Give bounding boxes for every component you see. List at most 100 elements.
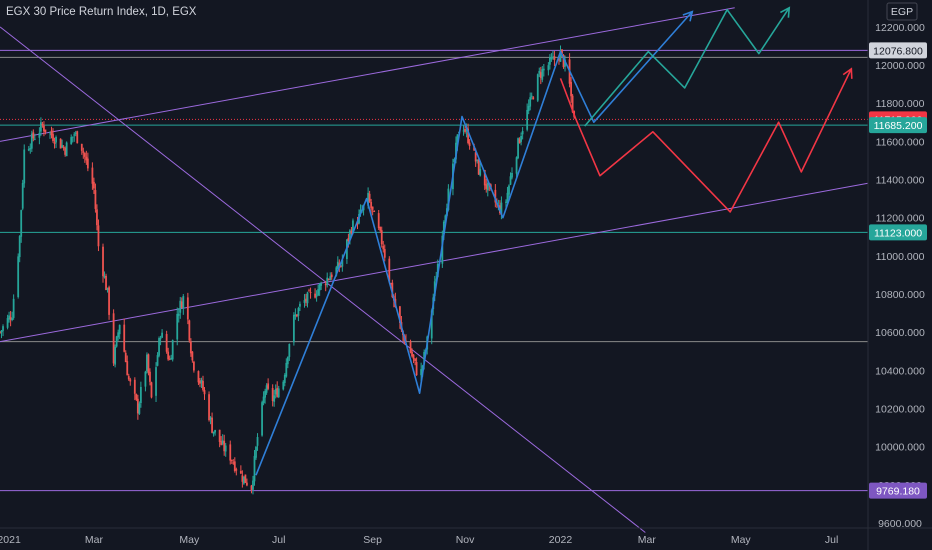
candle[interactable] xyxy=(370,198,373,215)
candle[interactable] xyxy=(230,459,233,464)
candle[interactable] xyxy=(327,278,330,281)
candle[interactable] xyxy=(191,351,194,363)
candle[interactable] xyxy=(315,290,318,302)
candle[interactable] xyxy=(17,253,20,299)
candle[interactable] xyxy=(244,474,247,484)
candle[interactable] xyxy=(105,273,107,291)
candle[interactable] xyxy=(202,375,204,392)
candle[interactable] xyxy=(21,179,24,211)
candle[interactable] xyxy=(211,412,213,434)
x-axis[interactable]: 2021 Mar May Jul Sep Nov 2022 Mar May Jul xyxy=(0,534,838,546)
candle[interactable] xyxy=(265,383,268,395)
price-badge[interactable]: 12076.800 xyxy=(869,42,927,59)
candle[interactable] xyxy=(339,265,342,268)
candle[interactable] xyxy=(123,318,126,353)
candle[interactable] xyxy=(40,117,42,136)
candle[interactable] xyxy=(264,388,266,404)
candle[interactable] xyxy=(388,256,391,284)
candle[interactable] xyxy=(74,130,77,137)
candle[interactable] xyxy=(415,357,418,376)
candle[interactable] xyxy=(330,272,333,280)
candle[interactable] xyxy=(468,139,471,150)
candle[interactable] xyxy=(27,146,30,152)
candle[interactable] xyxy=(220,436,223,446)
price-badge[interactable]: 11685.200 xyxy=(869,117,927,134)
candle[interactable] xyxy=(59,138,62,149)
candle[interactable] xyxy=(550,53,553,62)
candle[interactable] xyxy=(379,226,382,233)
candle[interactable] xyxy=(208,391,210,422)
candle[interactable] xyxy=(20,209,23,243)
candle[interactable] xyxy=(212,431,215,437)
candle[interactable] xyxy=(118,324,121,340)
candle[interactable] xyxy=(509,172,512,186)
candle[interactable] xyxy=(49,131,51,139)
candle[interactable] xyxy=(380,226,383,248)
candle[interactable] xyxy=(233,457,236,473)
candle[interactable] xyxy=(9,310,12,327)
candle[interactable] xyxy=(197,370,200,386)
candle[interactable] xyxy=(297,306,300,322)
candle[interactable] xyxy=(242,476,245,485)
zigzag-blue-line[interactable] xyxy=(255,11,693,476)
candle[interactable] xyxy=(23,144,26,188)
candle[interactable] xyxy=(139,381,142,408)
candle[interactable] xyxy=(282,380,285,391)
candle[interactable] xyxy=(292,312,295,346)
candle[interactable] xyxy=(38,127,41,145)
candle[interactable] xyxy=(329,272,332,281)
candle[interactable] xyxy=(271,384,274,407)
candle[interactable] xyxy=(103,271,106,279)
candle[interactable] xyxy=(399,305,401,329)
candle[interactable] xyxy=(29,143,32,154)
candle[interactable] xyxy=(18,235,21,263)
candle[interactable] xyxy=(62,145,65,151)
candle[interactable] xyxy=(538,67,541,78)
candle[interactable] xyxy=(286,356,289,369)
candle[interactable] xyxy=(209,416,212,425)
candle[interactable] xyxy=(144,370,147,392)
candle[interactable] xyxy=(102,243,104,283)
candle[interactable] xyxy=(126,355,129,376)
candle[interactable] xyxy=(176,307,179,346)
candle[interactable] xyxy=(146,352,148,374)
candle[interactable] xyxy=(506,186,509,205)
candle[interactable] xyxy=(324,280,327,292)
candle[interactable] xyxy=(267,378,270,391)
candle[interactable] xyxy=(548,54,551,70)
candle[interactable] xyxy=(368,190,371,203)
candle[interactable] xyxy=(12,294,15,320)
candle[interactable] xyxy=(517,137,519,160)
candle[interactable] xyxy=(277,385,280,399)
candle[interactable] xyxy=(253,449,256,486)
projection-red-line[interactable] xyxy=(559,68,853,213)
candle[interactable] xyxy=(382,240,385,253)
candle[interactable] xyxy=(70,134,73,145)
candle[interactable] xyxy=(133,377,136,401)
candle[interactable] xyxy=(527,99,530,115)
candle[interactable] xyxy=(276,381,279,398)
candle[interactable] xyxy=(235,467,238,476)
candle[interactable] xyxy=(250,484,253,494)
candle[interactable] xyxy=(479,162,482,177)
candle[interactable] xyxy=(50,126,53,139)
candle[interactable] xyxy=(317,284,320,297)
candle[interactable] xyxy=(61,139,64,149)
candle[interactable] xyxy=(239,465,242,475)
candle[interactable] xyxy=(147,353,150,376)
candle[interactable] xyxy=(261,400,263,437)
candle[interactable] xyxy=(383,244,386,262)
candle[interactable] xyxy=(150,381,153,399)
candle[interactable] xyxy=(156,352,159,367)
candle[interactable] xyxy=(467,123,469,145)
candle[interactable] xyxy=(114,344,117,368)
candle[interactable] xyxy=(494,184,497,208)
candle[interactable] xyxy=(477,158,480,175)
candle[interactable] xyxy=(44,129,47,135)
candle[interactable] xyxy=(273,389,276,407)
candle[interactable] xyxy=(547,62,550,76)
candle[interactable] xyxy=(30,130,33,152)
price-badge[interactable]: 11123.000 xyxy=(869,224,927,241)
candle[interactable] xyxy=(214,429,217,436)
